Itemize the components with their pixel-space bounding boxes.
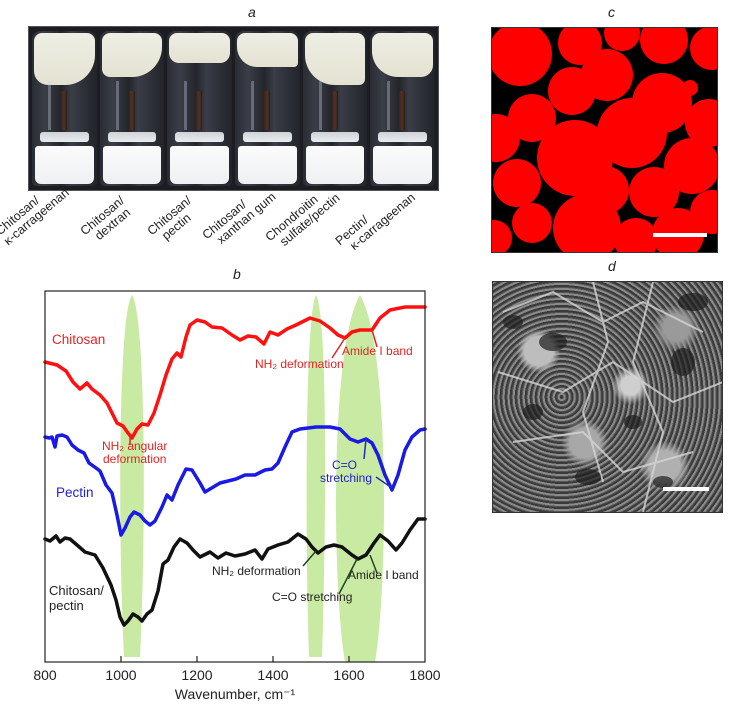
chitosan-pectin-curve <box>43 517 427 627</box>
x-tick-label: 1600 <box>333 667 364 683</box>
annotation: NH₂ deformation <box>212 564 301 578</box>
sample-label: Chitosan/pectin <box>145 193 202 248</box>
vial <box>235 31 300 186</box>
sample-label: Chitosan/dextran <box>78 193 135 248</box>
porous-texture <box>497 282 722 512</box>
x-tick-label: 1400 <box>257 667 288 683</box>
annotation-leaders <box>129 329 393 595</box>
annotation: C=O <box>332 458 357 472</box>
scale-bar <box>653 233 707 237</box>
sample-label: Pectin/κ-carrageenan <box>333 181 418 258</box>
confocal-image <box>491 27 718 253</box>
x-tick-label: 1200 <box>181 667 212 683</box>
annotation: deformation <box>103 452 166 466</box>
vial <box>302 31 368 186</box>
vial <box>99 31 165 186</box>
x-tick-label: 1800 <box>409 667 440 683</box>
annotation: Amide I band <box>348 568 419 582</box>
panel-a-label: a <box>248 4 256 20</box>
pectin-curve <box>43 425 427 537</box>
highlight-bands <box>120 295 385 662</box>
panel-d-label: d <box>608 258 616 274</box>
annotations: NH₂ deformation Amide I band NH₂ angular… <box>102 344 419 604</box>
ftir-chart: 800 1000 1200 1400 1600 1800 Wavenumber,… <box>33 290 441 702</box>
sem-image <box>492 281 723 513</box>
plot-frame <box>44 290 426 663</box>
x-tick-labels: 800 1000 1200 1400 1600 1800 <box>33 667 440 683</box>
annotation: stretching <box>320 471 372 485</box>
series-label-chitosan-pectin-2: pectin <box>49 598 84 613</box>
annotation: C=O stretching <box>272 590 352 604</box>
annotation: NH₂ angular <box>102 439 167 453</box>
sample-label: Chondroitin sulfate/pectin <box>263 182 343 254</box>
series-label-chitosan-pectin: Chitosan/ <box>49 583 104 598</box>
series-label-chitosan: Chitosan <box>52 332 105 347</box>
vial <box>167 31 233 186</box>
vial <box>32 31 97 186</box>
scale-bar <box>663 487 709 491</box>
x-axis-label: Wavenumber, cm⁻¹ <box>175 686 296 702</box>
chitosan-curve <box>43 305 427 440</box>
sample-label: Chitosan/xanthan gum <box>200 180 279 252</box>
annotation: NH₂ deformation <box>255 357 344 371</box>
vials-photo <box>28 26 439 191</box>
droplets-graphic <box>492 28 717 252</box>
x-tick-label: 1000 <box>105 667 136 683</box>
annotation: Amide I band <box>342 344 413 358</box>
vial <box>370 31 436 186</box>
x-ticks <box>120 656 350 662</box>
panel-c-label: c <box>608 4 615 20</box>
panel-b-label: b <box>233 266 241 282</box>
series-label-pectin: Pectin <box>56 485 94 500</box>
x-tick-label: 800 <box>33 667 57 683</box>
